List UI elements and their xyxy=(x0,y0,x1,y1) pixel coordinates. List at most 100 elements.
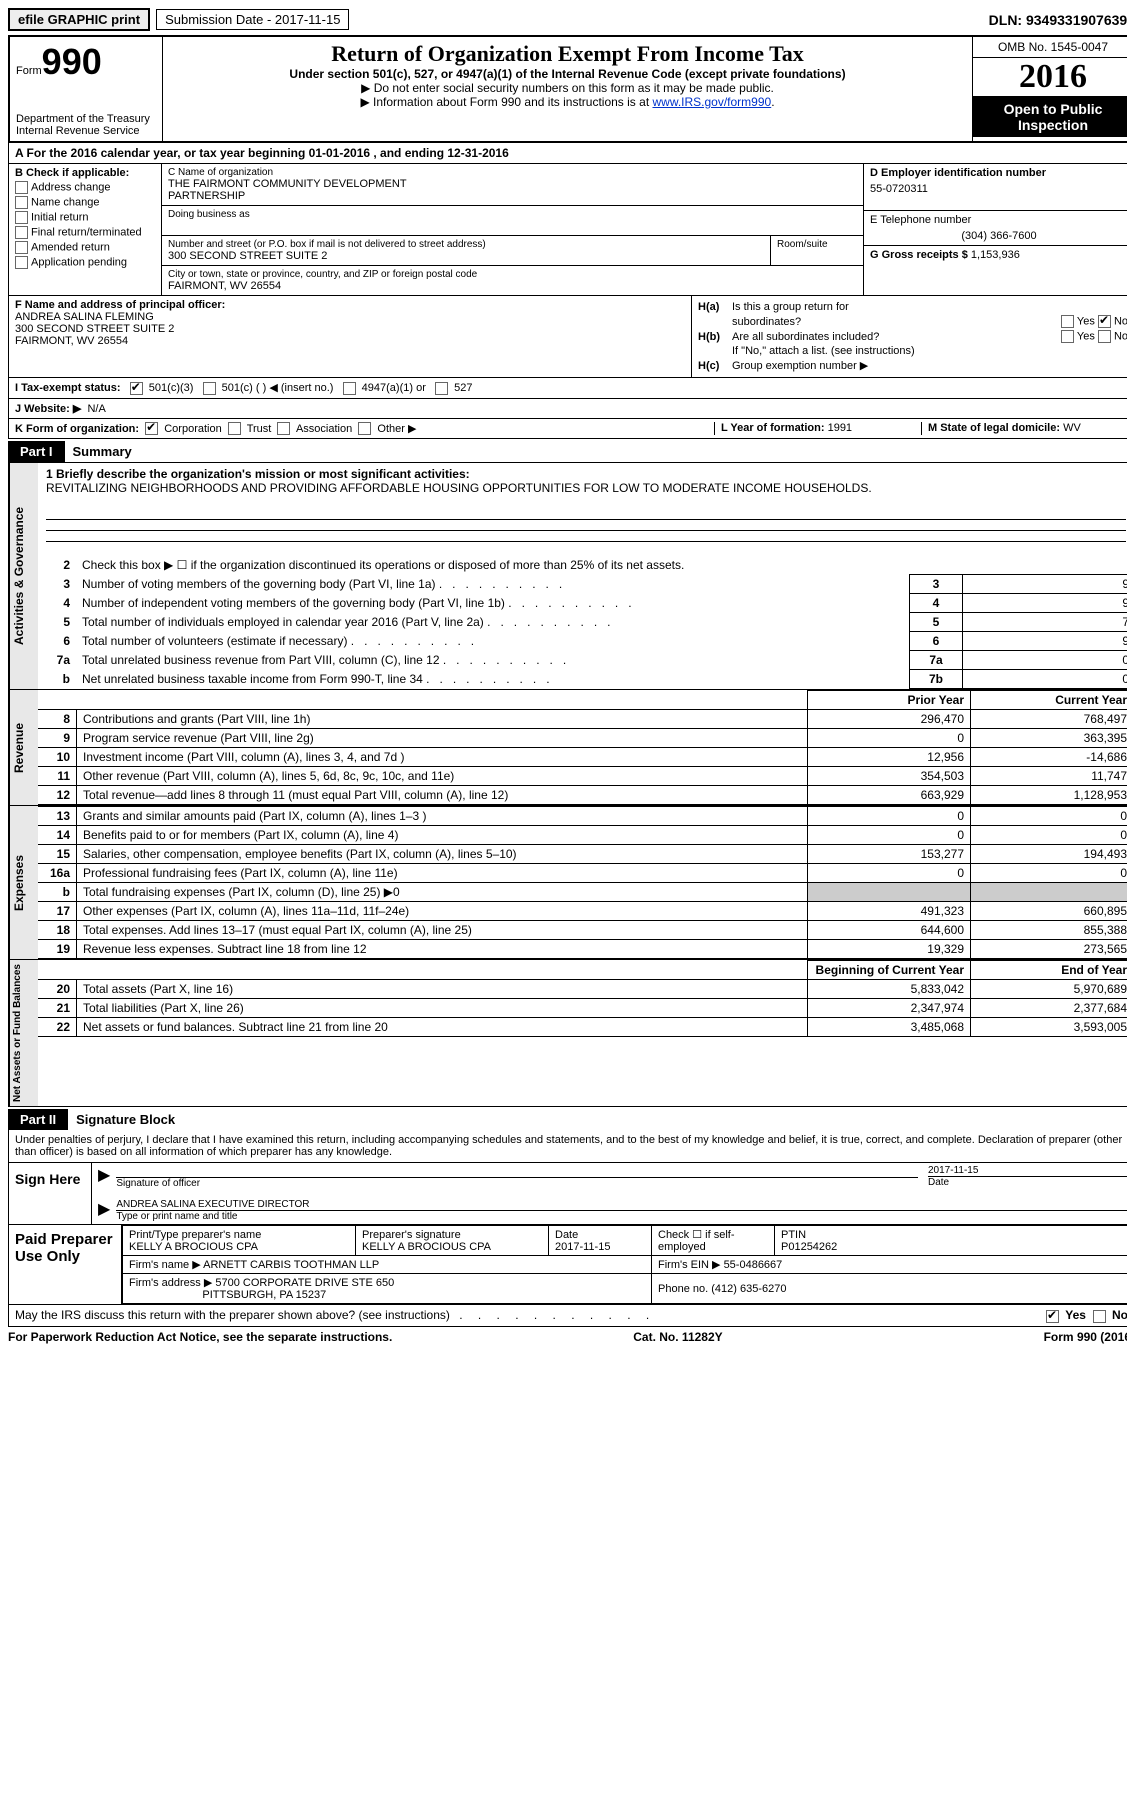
prior-year: 0 xyxy=(808,826,971,845)
chk-discuss-no[interactable] xyxy=(1093,1310,1106,1323)
prior-year: 663,929 xyxy=(808,786,971,805)
form-number: 990 xyxy=(42,41,102,82)
open-to-public: Open to Public Inspection xyxy=(973,97,1127,137)
line-num: 16a xyxy=(38,864,77,883)
line-num: 19 xyxy=(38,940,77,959)
current-year: 0 xyxy=(971,826,1127,845)
current-year: 2,377,684 xyxy=(971,999,1127,1018)
header-right: OMB No. 1545-0047 2016 Open to Public In… xyxy=(972,37,1127,141)
info-line: ▶ Information about Form 990 and its ins… xyxy=(173,95,962,109)
line-desc: Other revenue (Part VIII, column (A), li… xyxy=(77,767,808,786)
prior-year: 2,347,974 xyxy=(808,999,971,1018)
chk-discuss-yes[interactable] xyxy=(1046,1310,1059,1323)
chk-other[interactable] xyxy=(358,422,371,435)
city-cell: City or town, state or province, country… xyxy=(162,266,863,295)
side-revenue: Revenue xyxy=(9,690,38,805)
chk-501c[interactable] xyxy=(203,382,216,395)
current-year: 0 xyxy=(971,807,1127,826)
chk-amended[interactable] xyxy=(15,241,28,254)
line-num: 15 xyxy=(38,845,77,864)
current-year: 660,895 xyxy=(971,902,1127,921)
line-desc: Other expenses (Part IX, column (A), lin… xyxy=(77,902,808,921)
org-name-cell: C Name of organization THE FAIRMONT COMM… xyxy=(162,164,863,206)
penalties-statement: Under penalties of perjury, I declare th… xyxy=(8,1130,1127,1163)
preparer-block: Paid Preparer Use Only Print/Type prepar… xyxy=(8,1225,1127,1305)
dln: DLN: 93493319076397 xyxy=(989,12,1127,28)
chk-corp[interactable] xyxy=(145,422,158,435)
chk-assoc[interactable] xyxy=(277,422,290,435)
footer: For Paperwork Reduction Act Notice, see … xyxy=(8,1327,1127,1347)
part-2-title: Signature Block xyxy=(68,1112,175,1127)
section-fh: F Name and address of principal officer:… xyxy=(8,296,1127,378)
website-row: J Website: ▶ N/A xyxy=(8,399,1127,419)
current-year xyxy=(971,883,1127,902)
officer-name-label: Type or print name and title xyxy=(116,1211,1127,1222)
form-header: Form990 Department of the Treasury Inter… xyxy=(8,35,1127,143)
tel-cell: E Telephone number (304) 366-7600 xyxy=(864,211,1127,246)
line-num: 13 xyxy=(38,807,77,826)
side-governance: Activities & Governance xyxy=(9,463,38,689)
line-num: 22 xyxy=(38,1018,77,1037)
prior-year: 5,833,042 xyxy=(808,980,971,999)
chk-ha-yes[interactable] xyxy=(1061,315,1074,328)
sign-date-value: 2017-11-15 xyxy=(928,1165,1127,1176)
row-a-tax-year: A For the 2016 calendar year, or tax yea… xyxy=(8,143,1127,164)
chk-hb-no[interactable] xyxy=(1098,330,1111,343)
cat-no: Cat. No. 11282Y xyxy=(633,1330,722,1344)
line-num: b xyxy=(38,883,77,902)
current-year: 194,493 xyxy=(971,845,1127,864)
prior-year: 491,323 xyxy=(808,902,971,921)
prior-year: 0 xyxy=(808,864,971,883)
prior-year: 3,485,068 xyxy=(808,1018,971,1037)
part-1-title: Summary xyxy=(65,444,132,459)
expenses-section: Expenses 13Grants and similar amounts pa… xyxy=(8,806,1127,960)
col-b-checkboxes: B Check if applicable: Address change Na… xyxy=(9,164,162,295)
chk-trust[interactable] xyxy=(228,422,241,435)
chk-4947[interactable] xyxy=(343,382,356,395)
chk-ha-no[interactable] xyxy=(1098,315,1111,328)
chk-final[interactable] xyxy=(15,226,28,239)
part-2-tab: Part II xyxy=(8,1109,68,1130)
current-year: 11,747 xyxy=(971,767,1127,786)
line-num: 8 xyxy=(38,710,77,729)
prior-year xyxy=(808,883,971,902)
irs: Internal Revenue Service xyxy=(16,125,156,137)
dba-cell: Doing business as xyxy=(162,206,863,236)
chk-initial[interactable] xyxy=(15,211,28,224)
prior-year: 19,329 xyxy=(808,940,971,959)
chk-501c3[interactable] xyxy=(130,382,143,395)
net-assets-table: Beginning of Current YearEnd of Year 20T… xyxy=(38,960,1127,1037)
submission-date: Submission Date - 2017-11-15 xyxy=(156,9,349,30)
line-desc: Salaries, other compensation, employee b… xyxy=(77,845,808,864)
gross-cell: G Gross receipts $ 1,153,936 xyxy=(864,246,1127,264)
current-year: 3,593,005 xyxy=(971,1018,1127,1037)
current-year: 273,565 xyxy=(971,940,1127,959)
sign-date-label: Date xyxy=(928,1176,1127,1188)
prior-year: 296,470 xyxy=(808,710,971,729)
irs-link[interactable]: www.IRS.gov/form990 xyxy=(652,95,771,109)
line-num: 17 xyxy=(38,902,77,921)
line-desc: Total fundraising expenses (Part IX, col… xyxy=(77,883,808,902)
tax-year: 2016 xyxy=(973,58,1127,97)
prior-year: 153,277 xyxy=(808,845,971,864)
chk-addr-change[interactable] xyxy=(15,181,28,194)
governance-table: 2Check this box ▶ ☐ if the organization … xyxy=(38,556,1127,689)
chk-527[interactable] xyxy=(435,382,448,395)
line-desc: Total revenue—add lines 8 through 11 (mu… xyxy=(77,786,808,805)
prior-year: 644,600 xyxy=(808,921,971,940)
section-bcd: B Check if applicable: Address change Na… xyxy=(8,164,1127,296)
chk-name-change[interactable] xyxy=(15,196,28,209)
chk-hb-yes[interactable] xyxy=(1061,330,1074,343)
b-label: B Check if applicable: xyxy=(15,167,155,179)
line-desc: Total expenses. Add lines 13–17 (must eq… xyxy=(77,921,808,940)
chk-app-pending[interactable] xyxy=(15,256,28,269)
revenue-section: Revenue Prior YearCurrent Year 8Contribu… xyxy=(8,690,1127,806)
expenses-table: 13Grants and similar amounts paid (Part … xyxy=(38,806,1127,959)
paid-preparer-label: Paid Preparer Use Only xyxy=(9,1225,122,1304)
side-net-assets: Net Assets or Fund Balances xyxy=(9,960,38,1106)
current-year: 363,395 xyxy=(971,729,1127,748)
line-desc: Total assets (Part X, line 16) xyxy=(77,980,808,999)
efile-button[interactable]: efile GRAPHIC print xyxy=(8,8,150,31)
line-desc: Grants and similar amounts paid (Part IX… xyxy=(77,807,808,826)
current-year: 768,497 xyxy=(971,710,1127,729)
